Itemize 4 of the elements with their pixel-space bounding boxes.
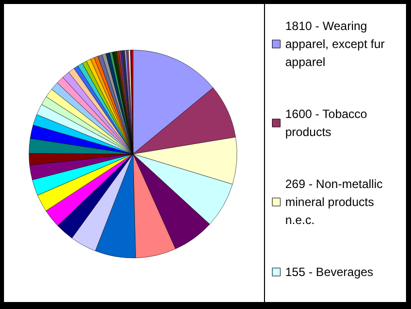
legend-label: 1600 - Tobacco products bbox=[285, 107, 370, 139]
legend-label: 1810 - Wearing apparel, except fur apparel bbox=[285, 19, 388, 69]
legend-label: 269 - Non-metallic mineral products n.e.c. bbox=[285, 177, 386, 227]
legend-label: 155 - Beverages bbox=[285, 265, 374, 279]
